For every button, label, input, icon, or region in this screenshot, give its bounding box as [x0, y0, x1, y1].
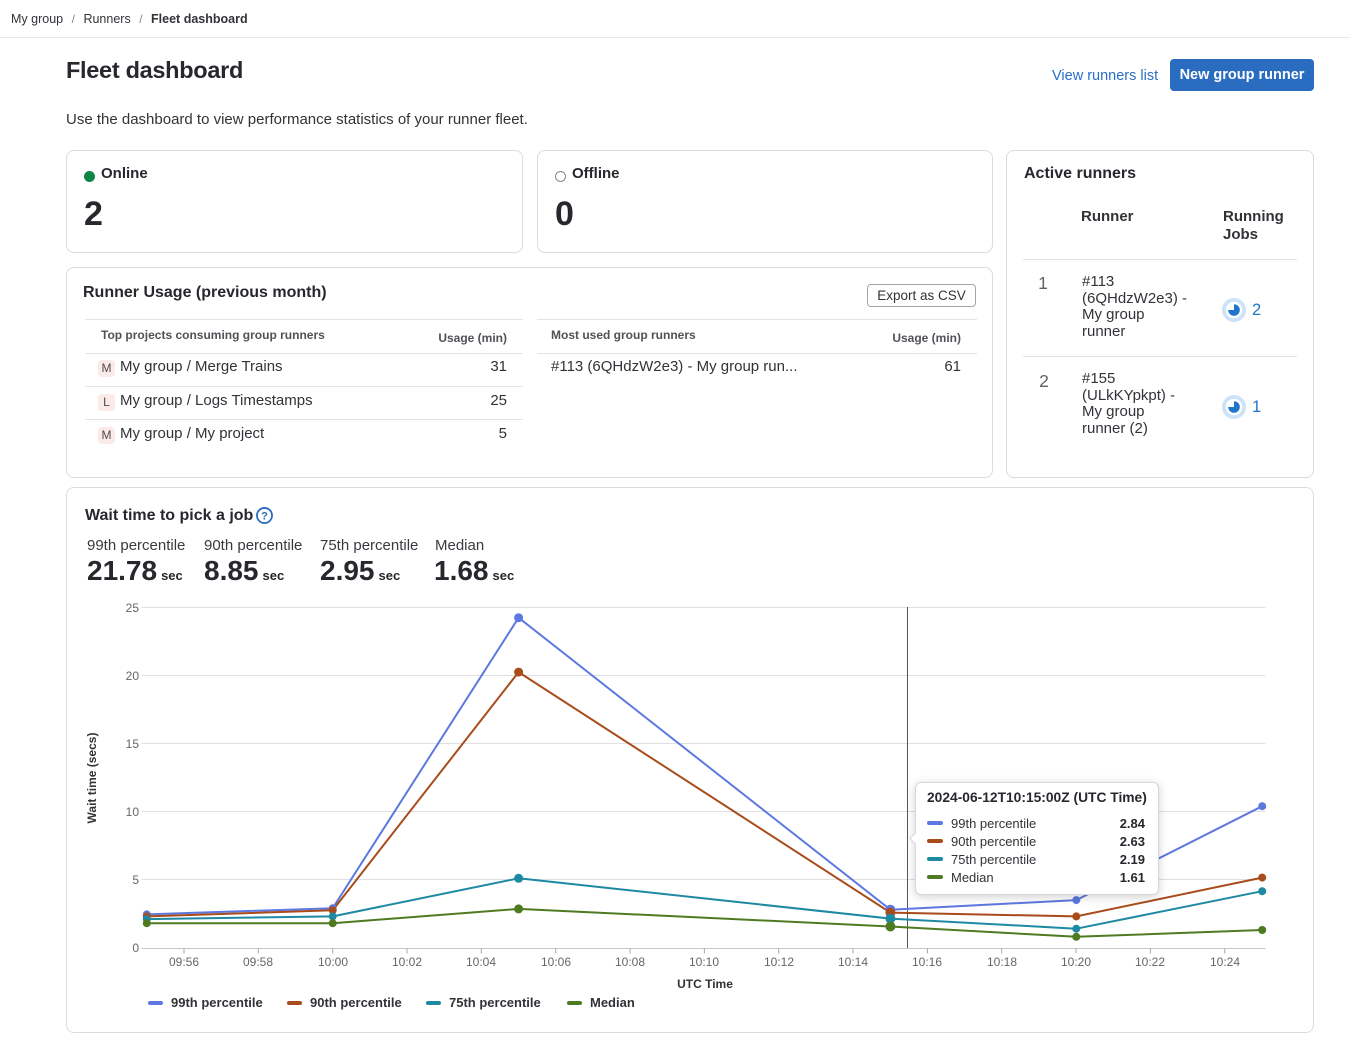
svg-text:10:08: 10:08 — [615, 955, 645, 969]
svg-text:09:56: 09:56 — [169, 955, 199, 969]
svg-text:10:20: 10:20 — [1061, 955, 1091, 969]
svg-text:10:02: 10:02 — [392, 955, 422, 969]
svg-text:20: 20 — [126, 669, 140, 683]
svg-text:10:04: 10:04 — [466, 955, 496, 969]
svg-text:15: 15 — [126, 737, 140, 751]
svg-text:10:16: 10:16 — [912, 955, 942, 969]
svg-text:09:58: 09:58 — [243, 955, 273, 969]
svg-text:10:06: 10:06 — [541, 955, 571, 969]
svg-text:10: 10 — [126, 805, 140, 819]
svg-text:UTC Time: UTC Time — [677, 977, 733, 991]
svg-text:?: ? — [261, 510, 268, 522]
svg-text:5: 5 — [132, 873, 139, 887]
svg-text:10:12: 10:12 — [764, 955, 794, 969]
svg-text:10:00: 10:00 — [318, 955, 348, 969]
svg-text:10:22: 10:22 — [1135, 955, 1165, 969]
svg-text:10:18: 10:18 — [987, 955, 1017, 969]
svg-text:25: 25 — [126, 601, 140, 615]
svg-text:Wait time (secs): Wait time (secs) — [85, 733, 99, 824]
svg-text:0: 0 — [132, 941, 139, 955]
svg-text:10:14: 10:14 — [838, 955, 868, 969]
svg-text:10:24: 10:24 — [1210, 955, 1240, 969]
svg-text:10:10: 10:10 — [689, 955, 719, 969]
